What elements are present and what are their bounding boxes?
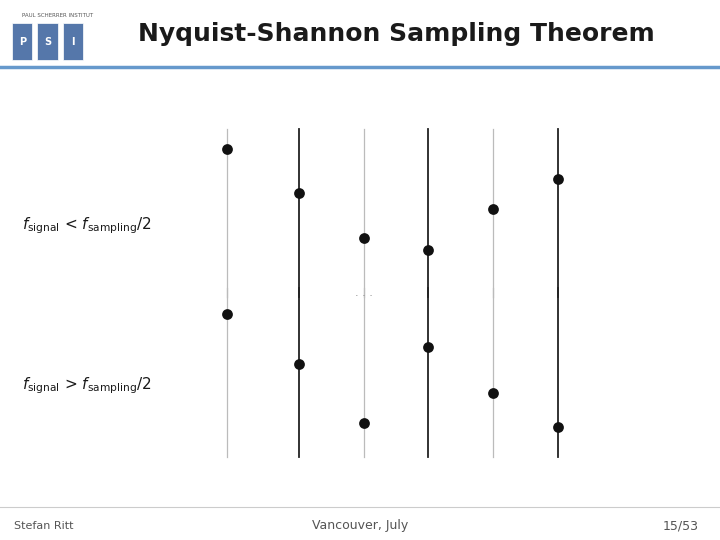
Point xyxy=(221,309,233,318)
Text: S: S xyxy=(44,37,51,47)
Text: $f_{\mathregular{signal}}$ < $f_{\mathregular{sampling}}$/2: $f_{\mathregular{signal}}$ < $f_{\mathre… xyxy=(22,215,150,235)
Text: Nyquist-Shannon Sampling Theorem: Nyquist-Shannon Sampling Theorem xyxy=(138,22,654,46)
Bar xyxy=(12,23,32,60)
Text: P: P xyxy=(19,37,26,47)
Point xyxy=(293,188,305,197)
Bar xyxy=(37,23,58,60)
Point xyxy=(358,419,369,428)
Text: $f_{\mathregular{signal}}$ > $f_{\mathregular{sampling}}$/2: $f_{\mathregular{signal}}$ > $f_{\mathre… xyxy=(22,375,150,395)
Text: I: I xyxy=(71,37,74,47)
Text: Vancouver, July: Vancouver, July xyxy=(312,519,408,532)
Point xyxy=(423,246,434,254)
Point xyxy=(221,144,233,153)
Point xyxy=(487,388,499,397)
Bar xyxy=(63,23,83,60)
Text: . . .: . . . xyxy=(355,288,372,298)
Point xyxy=(552,422,564,431)
Point xyxy=(487,205,499,214)
Point xyxy=(358,234,369,242)
Text: Stefan Ritt: Stefan Ritt xyxy=(14,521,74,531)
Point xyxy=(293,360,305,368)
Point xyxy=(552,175,564,184)
Text: PAUL SCHERRER INSTITUT: PAUL SCHERRER INSTITUT xyxy=(22,14,93,18)
Point xyxy=(423,343,434,352)
Text: 15/53: 15/53 xyxy=(662,519,698,532)
